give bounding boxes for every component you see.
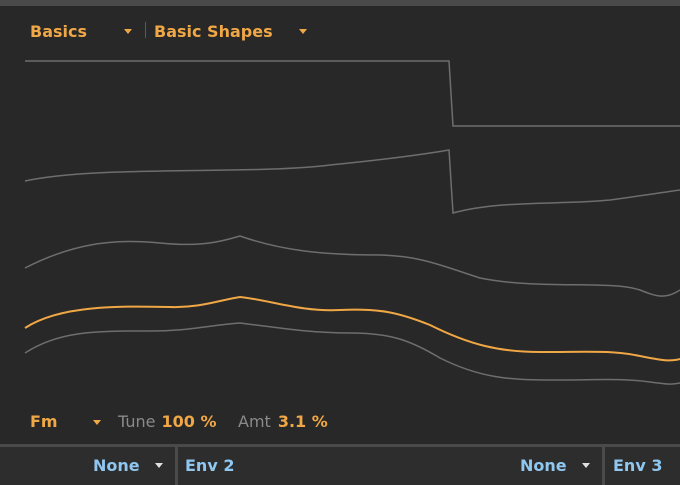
chevron-down-icon xyxy=(124,29,132,34)
wave-active xyxy=(24,295,680,362)
tune-value[interactable]: 100 % xyxy=(161,411,217,431)
mod-slot-separator xyxy=(175,447,178,485)
wave-triangle xyxy=(24,235,680,297)
mod-slot-separator xyxy=(602,447,605,485)
chevron-down-icon[interactable] xyxy=(93,420,101,425)
tune-control[interactable]: Tune 100 % xyxy=(118,410,216,432)
wave-sine xyxy=(24,322,680,385)
tune-label: Tune xyxy=(118,411,156,431)
top-edge xyxy=(0,0,680,6)
amount-control[interactable]: Amt 3.1 % xyxy=(238,410,328,432)
wavetable-panel xyxy=(0,6,680,444)
preset-dropdown[interactable]: Basic Shapes xyxy=(154,20,309,42)
chevron-down-icon[interactable] xyxy=(155,463,163,468)
dropdown-separator xyxy=(145,22,146,38)
section-divider xyxy=(0,444,680,447)
amt-value[interactable]: 3.1 % xyxy=(277,411,328,431)
chevron-down-icon[interactable] xyxy=(582,463,590,468)
mod-slot1-source[interactable]: None xyxy=(93,456,140,475)
fm-mode-dropdown[interactable]: Fm xyxy=(30,410,58,432)
waveform-display[interactable] xyxy=(0,0,680,444)
amt-label: Amt xyxy=(238,411,271,431)
modulation-bar xyxy=(0,447,680,485)
wave-saw xyxy=(24,149,680,214)
mod-slot2-name[interactable]: Env 2 xyxy=(185,456,235,475)
category-dropdown-label: Basics xyxy=(30,21,88,41)
chevron-down-icon xyxy=(299,29,307,34)
category-dropdown[interactable]: Basics xyxy=(30,20,135,42)
mod-slot3-name[interactable]: Env 3 xyxy=(613,456,663,475)
preset-dropdown-label: Basic Shapes xyxy=(154,21,273,41)
wave-square xyxy=(25,60,680,127)
mod-slot2-source[interactable]: None xyxy=(520,456,567,475)
fm-mode-label: Fm xyxy=(30,411,58,431)
